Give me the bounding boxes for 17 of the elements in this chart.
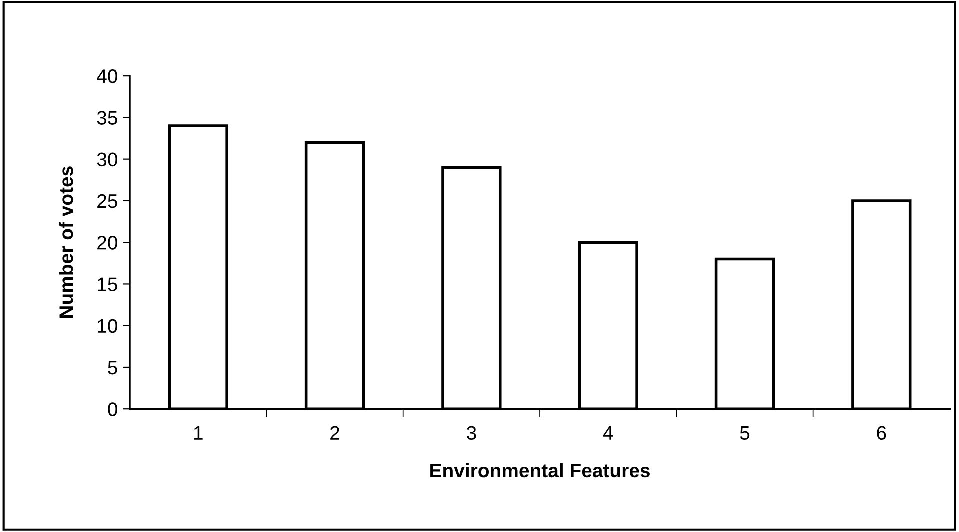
y-axis-title: Number of votes xyxy=(59,166,74,318)
y-tick-label: 25 xyxy=(98,194,118,208)
y-tick-label: 10 xyxy=(98,319,118,334)
y-tick-label: 5 xyxy=(108,361,118,375)
y-tick-label: 40 xyxy=(97,70,118,84)
x-tick-label: 5 xyxy=(740,426,750,440)
y-tick-label: 20 xyxy=(98,236,118,250)
x-axis-title: Environmental Features xyxy=(430,463,650,478)
x-tick-label: 4 xyxy=(603,426,614,440)
y-tick-label: 35 xyxy=(97,111,118,125)
x-tick-label: 1 xyxy=(194,426,203,440)
y-tick-label: 0 xyxy=(108,402,118,416)
x-tick-label: 6 xyxy=(877,426,886,440)
x-tick-label: 3 xyxy=(467,426,476,440)
y-tick-label: 15 xyxy=(98,278,118,292)
x-tick-label: 2 xyxy=(330,426,340,440)
y-tick-label: 30 xyxy=(97,152,118,167)
